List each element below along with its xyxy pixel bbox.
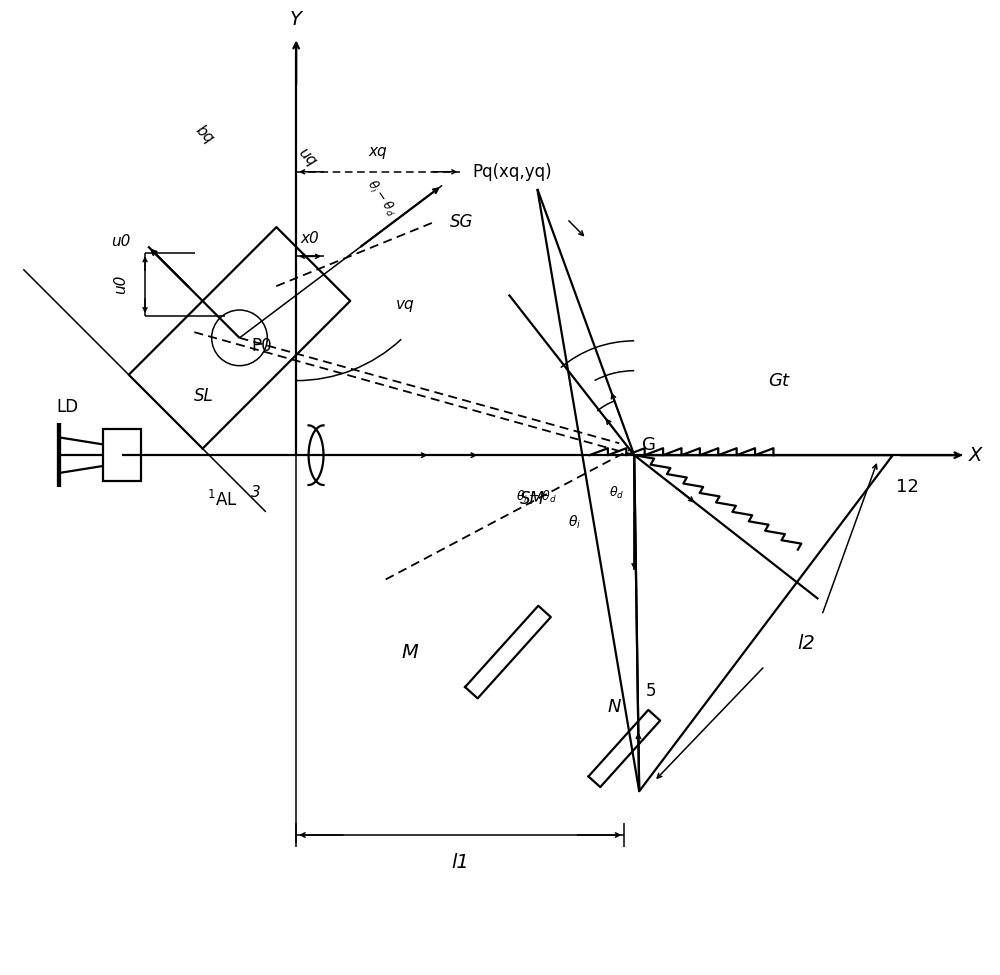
Text: Pq(xq,yq): Pq(xq,yq)	[472, 163, 552, 180]
Text: l2: l2	[797, 634, 815, 652]
Text: u0: u0	[113, 275, 128, 294]
Text: $^1$AL: $^1$AL	[207, 489, 237, 510]
Text: bq: bq	[193, 122, 217, 146]
Text: $\theta_d$: $\theta_d$	[609, 485, 624, 501]
Text: 12: 12	[896, 478, 919, 496]
Text: P0: P0	[251, 336, 272, 355]
Text: SM: SM	[520, 490, 545, 508]
Text: xq: xq	[369, 144, 388, 160]
Text: $\theta_i-\theta_d$: $\theta_i-\theta_d$	[363, 177, 399, 220]
Text: M: M	[402, 643, 418, 662]
Text: N: N	[608, 698, 621, 716]
Text: SL: SL	[194, 386, 214, 405]
Text: X: X	[969, 446, 982, 465]
Text: uq: uq	[295, 144, 319, 169]
Text: 5: 5	[646, 682, 657, 700]
Text: G: G	[642, 436, 656, 454]
Text: SG: SG	[450, 213, 474, 230]
Text: $\theta_i$: $\theta_i$	[568, 514, 581, 531]
Text: l1: l1	[451, 853, 469, 873]
Text: x0: x0	[301, 231, 319, 246]
Text: $\theta_i-\theta_d$: $\theta_i-\theta_d$	[516, 488, 557, 505]
Text: 3: 3	[251, 486, 261, 500]
Text: Gt: Gt	[768, 371, 789, 390]
Text: Y: Y	[290, 10, 302, 29]
Text: LD: LD	[56, 399, 79, 416]
Text: u0: u0	[111, 234, 130, 249]
Text: vq: vq	[396, 296, 414, 312]
Bar	[103, 429, 141, 481]
